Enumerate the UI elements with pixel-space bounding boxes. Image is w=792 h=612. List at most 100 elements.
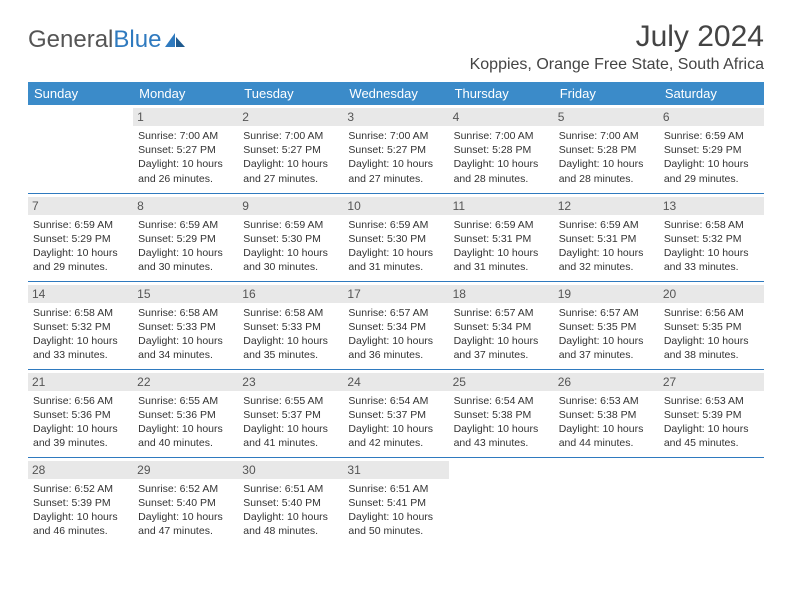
daylight-text: Daylight: 10 hours and 30 minutes. (138, 246, 233, 274)
sunrise-text: Sunrise: 6:59 AM (243, 218, 338, 232)
daylight-text: Daylight: 10 hours and 32 minutes. (559, 246, 654, 274)
calendar-cell: 16Sunrise: 6:58 AMSunset: 5:33 PMDayligh… (238, 281, 343, 369)
calendar-cell: 12Sunrise: 6:59 AMSunset: 5:31 PMDayligh… (554, 193, 659, 281)
calendar-row: 1Sunrise: 7:00 AMSunset: 5:27 PMDaylight… (28, 105, 764, 193)
daylight-text: Daylight: 10 hours and 36 minutes. (348, 334, 443, 362)
sunrise-text: Sunrise: 6:58 AM (138, 306, 233, 320)
location-text: Koppies, Orange Free State, South Africa (470, 56, 764, 74)
calendar-cell: 13Sunrise: 6:58 AMSunset: 5:32 PMDayligh… (659, 193, 764, 281)
weekday-header: Tuesday (238, 82, 343, 105)
sunset-text: Sunset: 5:37 PM (348, 408, 443, 422)
calendar-cell: 26 Sunrise: 6:53 AMSunset: 5:38 PMDayligh… (554, 369, 659, 457)
sunrise-text: Sunrise: 6:57 AM (454, 306, 549, 320)
day-number: 1 (133, 108, 238, 126)
sunset-text: Sunset: 5:39 PM (664, 408, 759, 422)
calendar-row: 14Sunrise: 6:58 AMSunset: 5:32 PMDayligh… (28, 281, 764, 369)
calendar-cell: 27Sunrise: 6:53 AMSunset: 5:39 PMDayligh… (659, 369, 764, 457)
calendar-cell: 28Sunrise: 6:52 AMSunset: 5:39 PMDayligh… (28, 457, 133, 545)
weekday-header: Saturday (659, 82, 764, 105)
calendar-cell: 18Sunrise: 6:57 AMSunset: 5:34 PMDayligh… (449, 281, 554, 369)
sunset-text: Sunset: 5:29 PM (664, 143, 759, 157)
day-number: 7 (28, 197, 133, 215)
sunset-text: Sunset: 5:34 PM (454, 320, 549, 334)
day-number: 22 (133, 373, 238, 391)
day-info: Sunrise: 6:59 AMSunset: 5:31 PMDaylight:… (454, 218, 549, 275)
day-info: Sunrise: 6:58 AMSunset: 5:33 PMDaylight:… (243, 306, 338, 363)
calendar-cell: 5Sunrise: 7:00 AMSunset: 5:28 PMDaylight… (554, 105, 659, 193)
sunset-text: Sunset: 5:36 PM (138, 408, 233, 422)
day-number: 2 (238, 108, 343, 126)
daylight-text: Daylight: 10 hours and 37 minutes. (454, 334, 549, 362)
sail-icon (163, 31, 187, 49)
day-info: Sunrise: 6:53 AMSunset: 5:38 PMDaylight:… (559, 394, 654, 451)
sunset-text: Sunset: 5:33 PM (243, 320, 338, 334)
calendar-cell: 14Sunrise: 6:58 AMSunset: 5:32 PMDayligh… (28, 281, 133, 369)
calendar-cell: 11Sunrise: 6:59 AMSunset: 5:31 PMDayligh… (449, 193, 554, 281)
sunrise-text: Sunrise: 6:54 AM (348, 394, 443, 408)
daylight-text: Daylight: 10 hours and 29 minutes. (664, 157, 759, 185)
calendar-cell: 24Sunrise: 6:54 AMSunset: 5:37 PMDayligh… (343, 369, 448, 457)
daylight-text: Daylight: 10 hours and 42 minutes. (348, 422, 443, 450)
weekday-row: Sunday Monday Tuesday Wednesday Thursday… (28, 82, 764, 105)
sunrise-text: Sunrise: 6:59 AM (664, 129, 759, 143)
sunset-text: Sunset: 5:28 PM (454, 143, 549, 157)
daylight-text: Daylight: 10 hours and 29 minutes. (33, 246, 128, 274)
sunrise-text: Sunrise: 6:57 AM (348, 306, 443, 320)
day-info: Sunrise: 6:56 AMSunset: 5:36 PMDaylight:… (33, 394, 128, 451)
day-info: Sunrise: 6:58 AMSunset: 5:33 PMDaylight:… (138, 306, 233, 363)
day-info: Sunrise: 6:54 AMSunset: 5:37 PMDaylight:… (348, 394, 443, 451)
sunrise-text: Sunrise: 6:54 AM (454, 394, 549, 408)
calendar-cell: 29Sunrise: 6:52 AMSunset: 5:40 PMDayligh… (133, 457, 238, 545)
calendar-cell: 15 Sunrise: 6:58 AMSunset: 5:33 PMDayligh… (133, 281, 238, 369)
sunrise-text: Sunrise: 6:56 AM (33, 394, 128, 408)
day-info: Sunrise: 6:58 AMSunset: 5:32 PMDaylight:… (33, 306, 128, 363)
sunrise-text: Sunrise: 6:55 AM (243, 394, 338, 408)
sunset-text: Sunset: 5:27 PM (348, 143, 443, 157)
sunset-text: Sunset: 5:40 PM (138, 496, 233, 510)
daylight-text: Daylight: 10 hours and 27 minutes. (348, 157, 443, 185)
calendar-row: 21Sunrise: 6:56 AMSunset: 5:36 PMDayligh… (28, 369, 764, 457)
sunset-text: Sunset: 5:38 PM (559, 408, 654, 422)
sunset-text: Sunset: 5:32 PM (33, 320, 128, 334)
daylight-text: Daylight: 10 hours and 35 minutes. (243, 334, 338, 362)
day-info: Sunrise: 6:56 AMSunset: 5:35 PMDaylight:… (664, 306, 759, 363)
day-info: Sunrise: 6:57 AMSunset: 5:34 PMDaylight:… (454, 306, 549, 363)
day-info: Sunrise: 6:55 AMSunset: 5:37 PMDaylight:… (243, 394, 338, 451)
daylight-text: Daylight: 10 hours and 50 minutes. (348, 510, 443, 538)
day-info: Sunrise: 6:57 AMSunset: 5:35 PMDaylight:… (559, 306, 654, 363)
calendar-row: 28Sunrise: 6:52 AMSunset: 5:39 PMDayligh… (28, 457, 764, 545)
day-number: 12 (554, 197, 659, 215)
sunset-text: Sunset: 5:37 PM (243, 408, 338, 422)
daylight-text: Daylight: 10 hours and 33 minutes. (33, 334, 128, 362)
calendar-body: 1Sunrise: 7:00 AMSunset: 5:27 PMDaylight… (28, 105, 764, 545)
daylight-text: Daylight: 10 hours and 27 minutes. (243, 157, 338, 185)
sunset-text: Sunset: 5:39 PM (33, 496, 128, 510)
sunrise-text: Sunrise: 6:52 AM (138, 482, 233, 496)
weekday-header: Wednesday (343, 82, 448, 105)
daylight-text: Daylight: 10 hours and 37 minutes. (559, 334, 654, 362)
day-info: Sunrise: 7:00 AMSunset: 5:28 PMDaylight:… (454, 129, 549, 186)
weekday-header: Friday (554, 82, 659, 105)
daylight-text: Daylight: 10 hours and 44 minutes. (559, 422, 654, 450)
day-number: 5 (554, 108, 659, 126)
sunset-text: Sunset: 5:28 PM (559, 143, 654, 157)
sunrise-text: Sunrise: 6:58 AM (664, 218, 759, 232)
sunrise-text: Sunrise: 6:51 AM (243, 482, 338, 496)
calendar-cell: 7Sunrise: 6:59 AMSunset: 5:29 PMDaylight… (28, 193, 133, 281)
day-number: 15 (133, 285, 238, 303)
sunset-text: Sunset: 5:29 PM (138, 232, 233, 246)
daylight-text: Daylight: 10 hours and 45 minutes. (664, 422, 759, 450)
calendar-cell (449, 457, 554, 545)
calendar-cell: 6Sunrise: 6:59 AMSunset: 5:29 PMDaylight… (659, 105, 764, 193)
daylight-text: Daylight: 10 hours and 46 minutes. (33, 510, 128, 538)
daylight-text: Daylight: 10 hours and 48 minutes. (243, 510, 338, 538)
day-number: 9 (238, 197, 343, 215)
day-number: 26 (554, 373, 659, 391)
calendar-cell: 2Sunrise: 7:00 AMSunset: 5:27 PMDaylight… (238, 105, 343, 193)
weekday-header: Sunday (28, 82, 133, 105)
daylight-text: Daylight: 10 hours and 47 minutes. (138, 510, 233, 538)
sunset-text: Sunset: 5:35 PM (664, 320, 759, 334)
calendar-cell: 1Sunrise: 7:00 AMSunset: 5:27 PMDaylight… (133, 105, 238, 193)
sunrise-text: Sunrise: 7:00 AM (559, 129, 654, 143)
daylight-text: Daylight: 10 hours and 33 minutes. (664, 246, 759, 274)
